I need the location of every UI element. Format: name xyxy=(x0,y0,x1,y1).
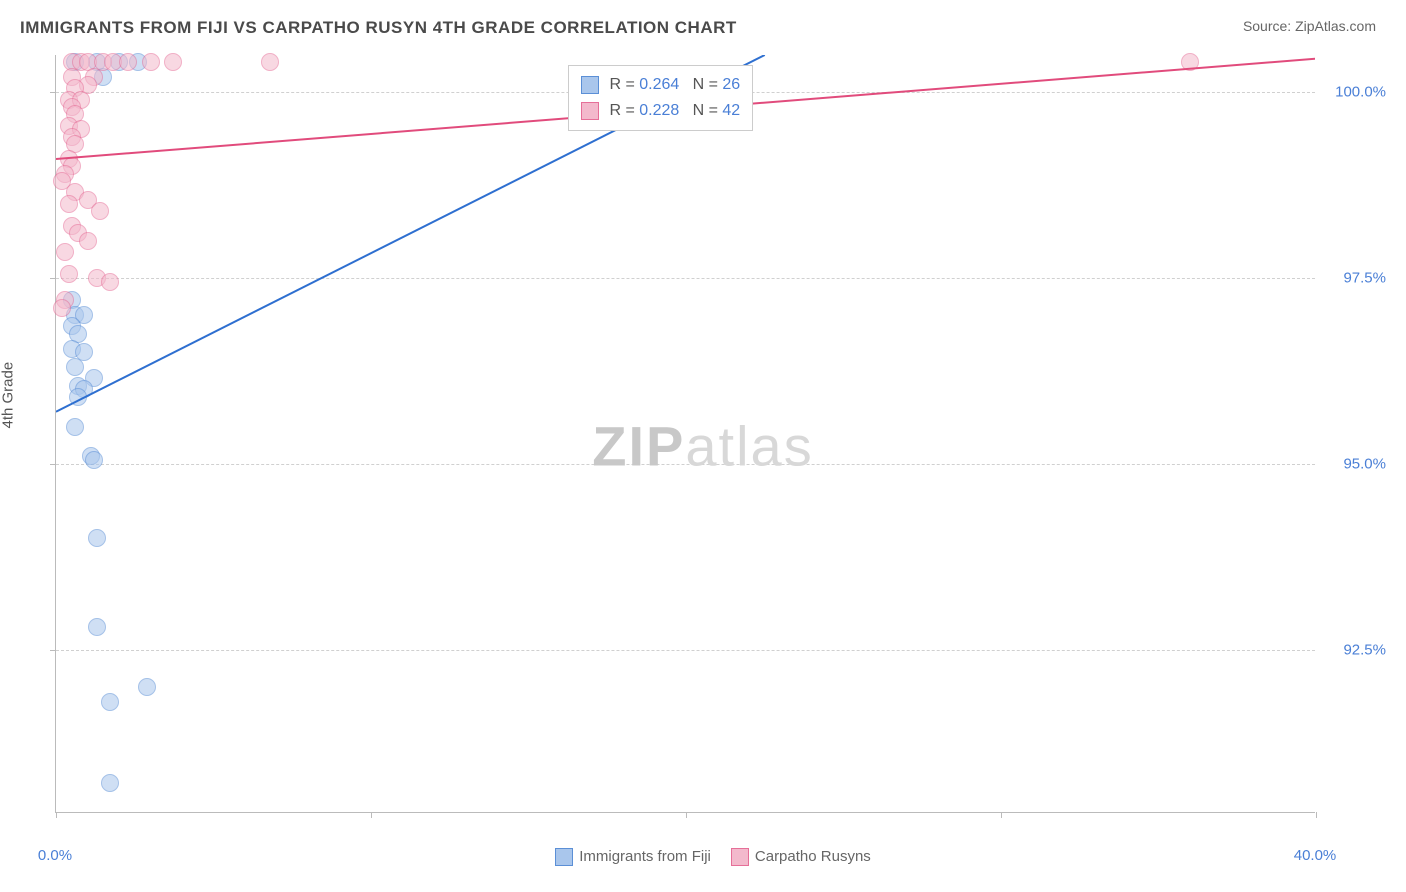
bottom-legend: Immigrants from Fiji Carpatho Rusyns xyxy=(0,848,1406,866)
scatter-point xyxy=(88,618,106,636)
scatter-point xyxy=(261,53,279,71)
y-tick-label: 92.5% xyxy=(1343,641,1386,658)
legend-label: Carpatho Rusyns xyxy=(755,848,871,865)
x-tick-label: 40.0% xyxy=(1294,847,1337,864)
scatter-point xyxy=(56,243,74,261)
stats-legend-row: R = 0.264 N = 26 xyxy=(581,72,740,98)
x-tick-label: 0.0% xyxy=(38,847,72,864)
scatter-point xyxy=(142,53,160,71)
source-label: Source: ZipAtlas.com xyxy=(1243,18,1376,34)
scatter-point xyxy=(101,273,119,291)
scatter-point xyxy=(101,774,119,792)
scatter-point xyxy=(88,529,106,547)
gridline-h xyxy=(56,464,1315,465)
legend-swatch xyxy=(731,848,749,866)
scatter-point xyxy=(101,693,119,711)
stats-legend-row: R = 0.228 N = 42 xyxy=(581,98,740,124)
chart-title: IMMIGRANTS FROM FIJI VS CARPATHO RUSYN 4… xyxy=(20,18,737,38)
trend-svg xyxy=(56,55,1315,812)
stats-legend: R = 0.264 N = 26 R = 0.228 N = 42 xyxy=(568,65,753,131)
legend-label: Immigrants from Fiji xyxy=(579,848,711,865)
scatter-point xyxy=(60,195,78,213)
scatter-point xyxy=(1181,53,1199,71)
scatter-point xyxy=(53,299,71,317)
scatter-point xyxy=(119,53,137,71)
y-tick-label: 95.0% xyxy=(1343,455,1386,472)
legend-swatch xyxy=(555,848,573,866)
y-axis-label: 4th Grade xyxy=(0,362,17,429)
scatter-point xyxy=(69,388,87,406)
gridline-h xyxy=(56,650,1315,651)
y-tick-label: 97.5% xyxy=(1343,269,1386,286)
scatter-point xyxy=(79,232,97,250)
y-tick-label: 100.0% xyxy=(1335,84,1386,101)
scatter-point xyxy=(66,358,84,376)
legend-swatch xyxy=(581,102,599,120)
gridline-h xyxy=(56,278,1315,279)
scatter-point xyxy=(138,678,156,696)
scatter-point xyxy=(91,202,109,220)
scatter-point xyxy=(66,418,84,436)
plot-area xyxy=(55,55,1315,813)
legend-swatch xyxy=(581,76,599,94)
scatter-point xyxy=(85,451,103,469)
scatter-point xyxy=(60,265,78,283)
scatter-point xyxy=(164,53,182,71)
